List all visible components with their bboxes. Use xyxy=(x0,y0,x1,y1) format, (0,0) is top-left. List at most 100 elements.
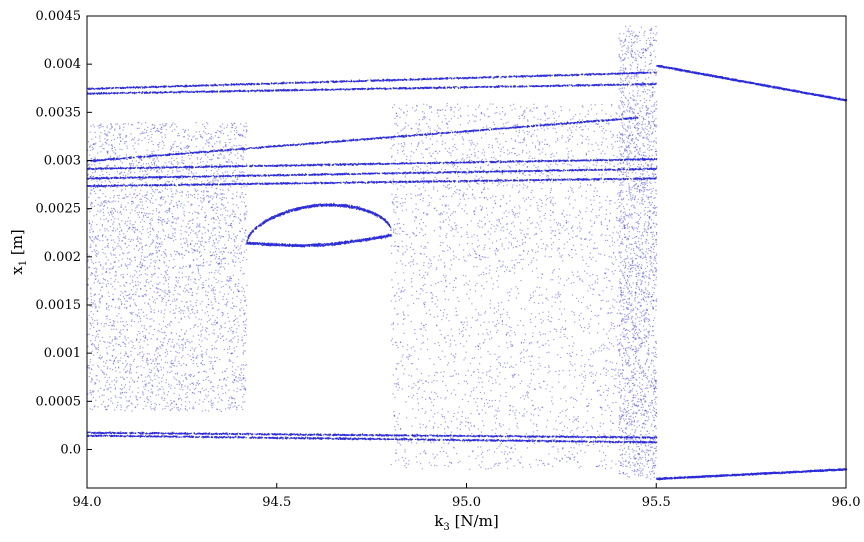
branch-0-point xyxy=(486,77,487,78)
branch-1-point xyxy=(164,91,165,92)
branch-1-point xyxy=(424,87,425,88)
branch-2-point xyxy=(412,135,413,136)
branch-2-point xyxy=(566,123,567,124)
branch-2-point xyxy=(414,135,415,136)
branch-2-point xyxy=(441,133,442,134)
branch-1-point xyxy=(160,91,161,92)
branch-2-point xyxy=(390,137,391,138)
branch-2-point xyxy=(513,127,514,128)
branch-2-point xyxy=(344,141,345,142)
branch-2-point xyxy=(163,154,164,155)
branch-2-point xyxy=(425,134,426,135)
branch-2-point xyxy=(487,129,488,130)
branch-0-point xyxy=(315,82,316,83)
branch-0-point xyxy=(656,72,657,73)
branch-0-point xyxy=(256,84,257,85)
branch-0-point xyxy=(435,78,436,79)
branch-1-point xyxy=(310,90,311,91)
branch-0-point xyxy=(640,72,641,73)
branch-1-point xyxy=(612,85,613,86)
branch-2-point xyxy=(374,139,375,140)
branch-0-point xyxy=(431,78,432,79)
branch-1-point xyxy=(618,84,619,85)
branch-2-point xyxy=(449,132,450,133)
branch-0-point xyxy=(608,73,609,74)
branch-1-point xyxy=(98,92,99,93)
branch-0-point xyxy=(376,80,377,81)
branch-0-point xyxy=(170,86,171,87)
branch-2-point xyxy=(301,144,302,145)
branch-2-point xyxy=(540,126,541,127)
branch-0-point xyxy=(265,83,266,84)
branch-1-point xyxy=(170,91,171,92)
branch-2-point xyxy=(116,158,117,159)
branch-1-point xyxy=(108,93,109,94)
branch-0-point xyxy=(92,88,93,89)
branch-0-point xyxy=(464,78,465,79)
branch-2-point xyxy=(265,146,266,147)
branch-0-point xyxy=(534,76,535,77)
branch-0-point xyxy=(197,85,198,86)
branch-1-point xyxy=(550,86,551,87)
branch-1-point xyxy=(231,90,232,91)
branch-2-point xyxy=(279,145,280,146)
branch-1-point xyxy=(254,90,255,91)
branch-1-point xyxy=(577,84,578,85)
branch-0-point xyxy=(144,86,145,87)
branch-0-point xyxy=(276,83,277,84)
branch-1-point xyxy=(394,88,395,89)
branch-1-point xyxy=(467,87,468,88)
branch-1-point xyxy=(460,88,461,89)
branch-0-point xyxy=(147,87,148,88)
branch-0-point xyxy=(356,81,357,82)
branch-0-point xyxy=(190,85,191,86)
branch-2-point xyxy=(335,141,336,142)
branch-1-point xyxy=(371,89,372,90)
branch-1-point xyxy=(315,89,316,90)
branch-2-point xyxy=(286,144,287,145)
branch-1-point xyxy=(162,92,163,93)
branch-0-point xyxy=(415,79,416,80)
branch-1-point xyxy=(388,88,389,89)
branch-2-point xyxy=(586,121,587,122)
branch-0-point xyxy=(417,79,418,80)
branch-1-point xyxy=(645,84,646,85)
branch-2-point xyxy=(303,144,304,145)
branch-0-point xyxy=(207,85,208,86)
branch-1-point xyxy=(450,87,451,88)
branch-0-point xyxy=(267,84,268,85)
branch-2-point xyxy=(564,123,565,124)
branch-0-point xyxy=(295,83,296,84)
branch-0-point xyxy=(379,80,380,81)
branch-2-point xyxy=(199,152,200,153)
branch-2-point xyxy=(475,130,476,131)
branch-2-point xyxy=(554,125,555,126)
branch-1-point xyxy=(178,91,179,92)
branch-1-point xyxy=(272,90,273,91)
branch-1-point xyxy=(239,91,240,92)
branch-2-point xyxy=(442,132,443,133)
branch-2-point xyxy=(342,141,343,142)
branch-0-point xyxy=(136,86,137,87)
branch-1-point xyxy=(136,92,137,93)
branch-2-point xyxy=(258,148,259,149)
branch-1-point xyxy=(144,92,145,93)
branch-2-point xyxy=(120,158,121,159)
branch-0-point xyxy=(412,79,413,80)
branch-0-point xyxy=(168,86,169,87)
branch-2-point xyxy=(131,156,132,157)
branch-2-point xyxy=(317,142,318,143)
branch-1-point xyxy=(489,86,490,87)
branch-1-point xyxy=(264,90,265,91)
branch-1-point xyxy=(385,89,386,90)
branch-1-point xyxy=(464,88,465,89)
branch-0-point xyxy=(150,87,151,88)
branch-1-point xyxy=(94,93,95,94)
branch-1-point xyxy=(291,90,292,91)
branch-2-point xyxy=(534,125,535,126)
branch-0-point xyxy=(326,81,327,82)
branch-0-point xyxy=(122,87,123,88)
branch-1-point xyxy=(600,83,601,84)
branch-1-point xyxy=(383,88,384,89)
branch-0-point xyxy=(254,84,255,85)
